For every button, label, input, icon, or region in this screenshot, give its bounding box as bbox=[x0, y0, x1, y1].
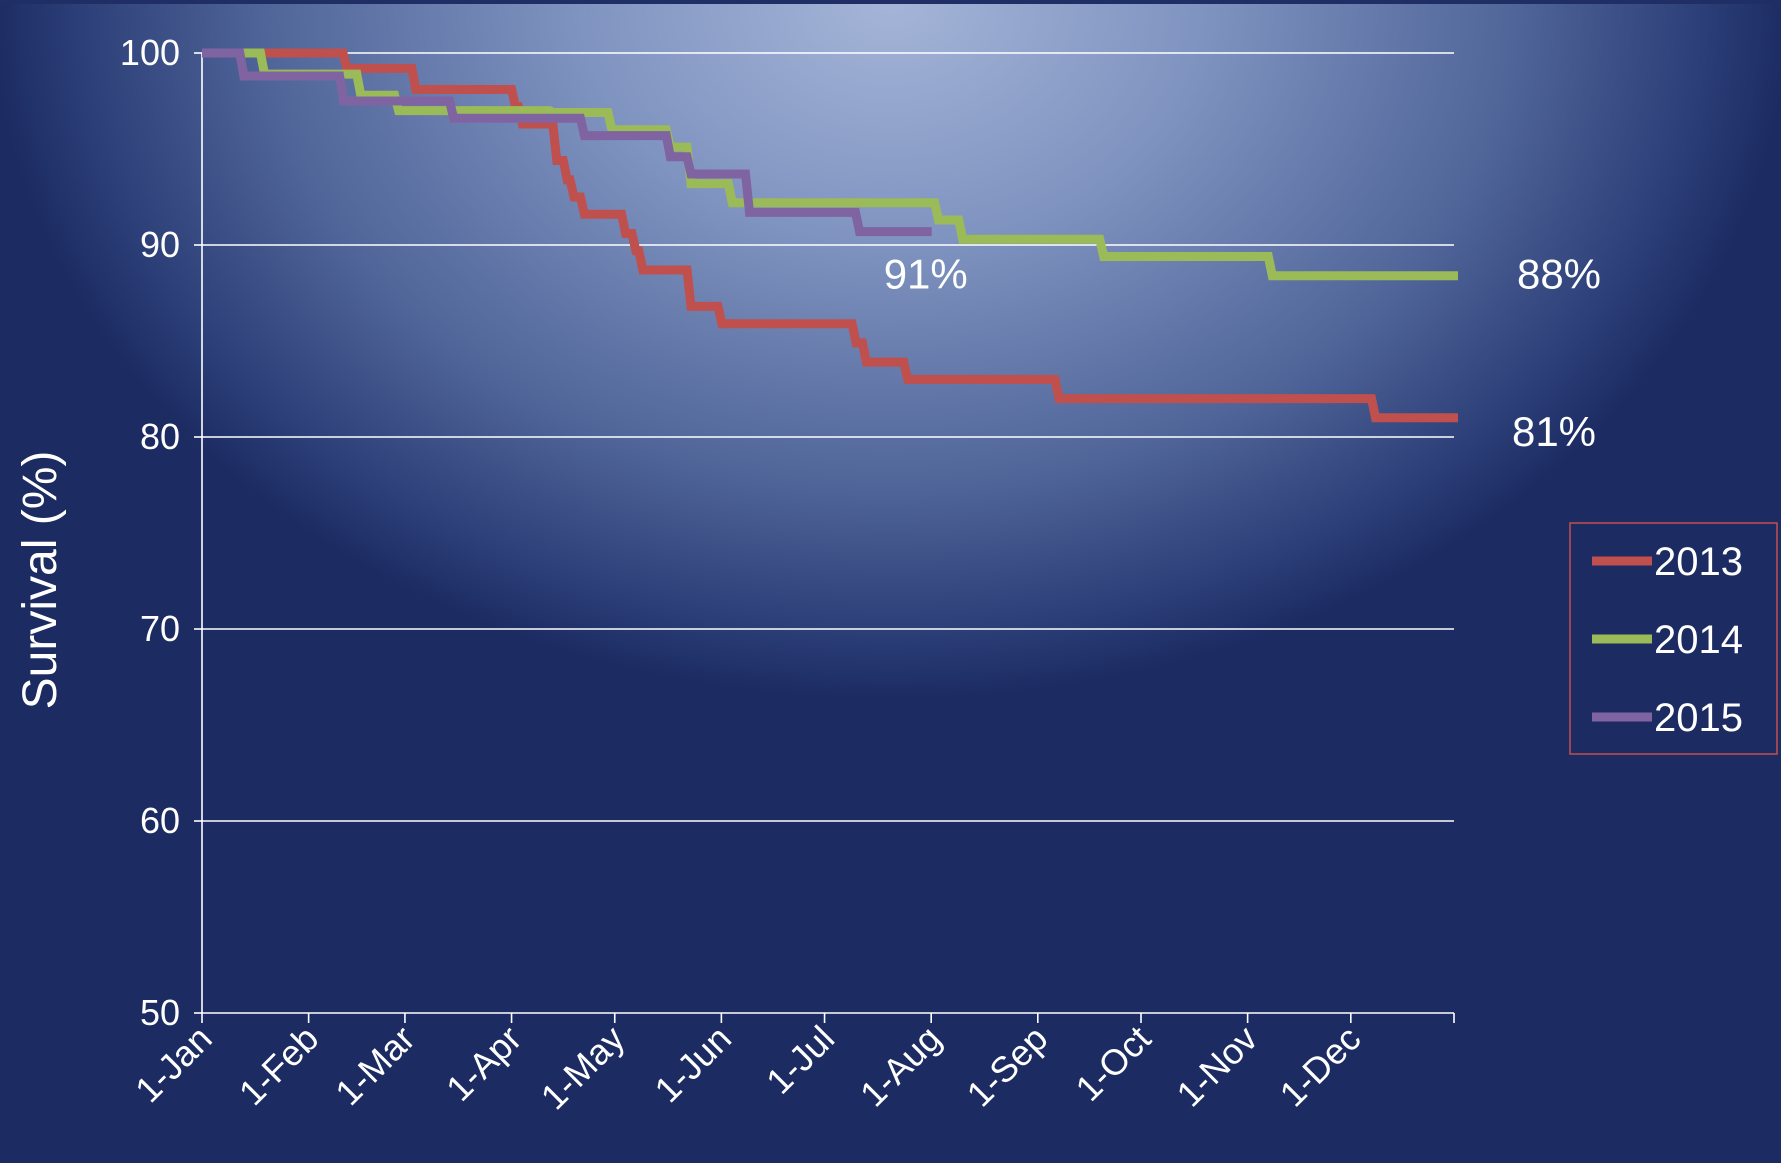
series-line-2013 bbox=[202, 48, 1458, 423]
x-tick-labels: 1-Jan 1-Feb 1-Mar 1-Apr 1-May 1-Jun 1-Jul 1-Aug… bbox=[127, 1018, 1368, 1118]
y-tick-label-80: 80 bbox=[140, 416, 180, 457]
y-tick-label-50: 50 bbox=[140, 992, 180, 1033]
annotation-2014: 88% bbox=[1517, 251, 1601, 298]
x-tick-label-1-Jul: 1-Jul bbox=[758, 1018, 842, 1102]
top-border-line bbox=[0, 0, 1781, 4]
y-tick-label-60: 60 bbox=[140, 800, 180, 841]
legend-box bbox=[1569, 522, 1778, 755]
y-tick-label-90: 90 bbox=[140, 224, 180, 265]
x-tick-label-1-Dec: 1-Dec bbox=[1272, 1018, 1369, 1115]
legend-label-2014: 2014 bbox=[1654, 618, 1743, 662]
gridlines bbox=[194, 52, 1454, 1014]
axes bbox=[201, 53, 1455, 1023]
legend-label-2013: 2013 bbox=[1654, 540, 1743, 584]
x-tick-label-1-Mar: 1-Mar bbox=[327, 1018, 422, 1113]
x-tick-label-1-Nov: 1-Nov bbox=[1168, 1018, 1265, 1115]
annotation-2015: 91% bbox=[884, 251, 968, 298]
legend: 2013 2014 2015 bbox=[1569, 522, 1778, 755]
y-axis-title: Survival (%) bbox=[14, 451, 67, 710]
series-line-2015 bbox=[202, 48, 932, 237]
y-tick-label-70: 70 bbox=[140, 608, 180, 649]
legend-label-2015: 2015 bbox=[1654, 696, 1743, 740]
series-line-2014 bbox=[202, 48, 1458, 281]
y-tick-labels: 50 60 70 80 90 100 bbox=[120, 32, 180, 1033]
series-lines bbox=[202, 48, 1458, 423]
x-tick-label-1-Oct: 1-Oct bbox=[1067, 1018, 1158, 1109]
x-tick-label-1-Aug: 1-Aug bbox=[852, 1018, 949, 1115]
x-tick-label-1-Feb: 1-Feb bbox=[231, 1018, 326, 1113]
x-tick-label-1-Sep: 1-Sep bbox=[959, 1018, 1056, 1115]
y-tick-label-100: 100 bbox=[120, 32, 180, 73]
annotation-2013: 81% bbox=[1512, 408, 1596, 455]
x-tick-label-1-Jun: 1-Jun bbox=[646, 1018, 739, 1111]
value-annotations: 91% 88% 81% bbox=[884, 251, 1601, 455]
x-tick-label-1-May: 1-May bbox=[533, 1018, 633, 1118]
x-tick-label-1-Apr: 1-Apr bbox=[438, 1018, 529, 1109]
